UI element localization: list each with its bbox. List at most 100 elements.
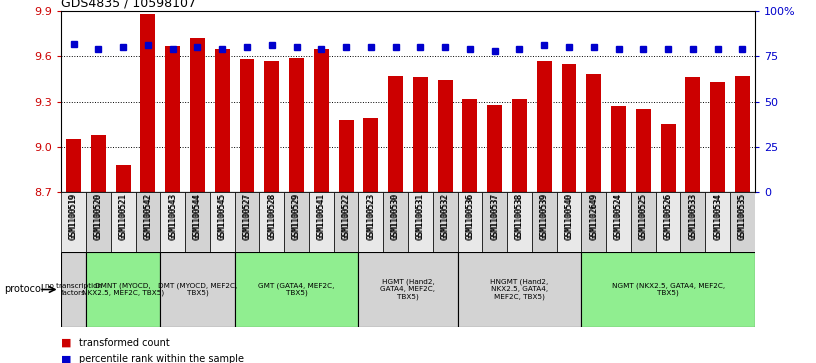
Text: HNGMT (Hand2,
NKX2.5, GATA4,
MEF2C, TBX5): HNGMT (Hand2, NKX2.5, GATA4, MEF2C, TBX5… (490, 279, 548, 300)
Bar (185, 192, 210, 252)
Text: GSM1100532: GSM1100532 (441, 194, 450, 240)
Text: GDS4835 / 10598107: GDS4835 / 10598107 (61, 0, 196, 10)
Text: GSM1100525: GSM1100525 (639, 192, 648, 238)
Text: HGMT (Hand2,
GATA4, MEF2C,
TBX5): HGMT (Hand2, GATA4, MEF2C, TBX5) (380, 279, 436, 300)
Text: GSM1100523: GSM1100523 (366, 194, 375, 240)
Bar (314, 49, 329, 192)
Text: GSM1100528: GSM1100528 (268, 192, 277, 238)
Text: GSM1100539: GSM1100539 (539, 194, 548, 240)
Text: GSM1100524: GSM1100524 (614, 194, 623, 240)
Bar (656, 192, 681, 252)
Text: GSM1100533: GSM1100533 (689, 194, 698, 240)
Text: GSM1100529: GSM1100529 (292, 192, 301, 238)
Bar (61, 192, 86, 252)
Bar (111, 192, 135, 252)
Bar (289, 58, 304, 192)
Text: ■: ■ (61, 354, 72, 363)
Bar (61, 252, 86, 327)
Text: GSM1100538: GSM1100538 (515, 194, 524, 240)
Text: GSM1100534: GSM1100534 (713, 194, 722, 240)
Bar (611, 106, 626, 192)
Bar (636, 109, 650, 192)
Bar (437, 81, 453, 192)
Text: GSM1100537: GSM1100537 (490, 194, 499, 240)
Text: no transcription
factors: no transcription factors (45, 283, 102, 296)
Bar (140, 14, 155, 192)
Bar (165, 46, 180, 192)
Text: GSM1100545: GSM1100545 (218, 194, 227, 240)
Text: GSM1100543: GSM1100543 (168, 194, 177, 240)
Bar (264, 61, 279, 192)
Bar (561, 64, 576, 192)
Bar (685, 77, 700, 192)
Bar (135, 192, 160, 252)
Bar (240, 59, 255, 192)
Bar (388, 76, 403, 192)
Text: GSM1100521: GSM1100521 (118, 192, 127, 238)
Text: GSM1100535: GSM1100535 (738, 194, 747, 240)
Bar (730, 192, 755, 252)
Text: GSM1100540: GSM1100540 (565, 192, 574, 238)
Bar (587, 74, 601, 192)
Bar (160, 192, 185, 252)
Text: GSM1100522: GSM1100522 (342, 194, 351, 240)
Bar (507, 192, 532, 252)
Bar (91, 135, 106, 192)
Bar (210, 192, 235, 252)
Bar (334, 192, 358, 252)
Text: GSM1100519: GSM1100519 (69, 192, 78, 238)
Text: GSM1100526: GSM1100526 (663, 192, 672, 238)
Text: GSM1102649: GSM1102649 (589, 194, 598, 240)
Text: GSM1100519: GSM1100519 (69, 194, 78, 240)
Text: GSM1100542: GSM1100542 (144, 194, 153, 240)
Text: GSM1100531: GSM1100531 (416, 194, 425, 240)
Bar (384, 192, 408, 252)
Bar (557, 192, 581, 252)
Bar (190, 38, 205, 192)
Text: GSM1100542: GSM1100542 (144, 192, 153, 238)
Bar (458, 252, 581, 327)
Bar (631, 192, 656, 252)
Bar (309, 192, 334, 252)
Text: GSM1100540: GSM1100540 (565, 194, 574, 240)
Text: GSM1100537: GSM1100537 (490, 192, 499, 238)
Text: protocol: protocol (4, 285, 44, 294)
Text: GSM1100544: GSM1100544 (193, 192, 202, 238)
Text: GSM1100534: GSM1100534 (713, 192, 722, 238)
Text: GSM1100539: GSM1100539 (539, 192, 548, 238)
Bar (661, 124, 676, 192)
Text: GSM1100522: GSM1100522 (342, 192, 351, 238)
Text: DMT (MYOCD, MEF2C,
TBX5): DMT (MYOCD, MEF2C, TBX5) (157, 282, 237, 297)
Bar (582, 192, 606, 252)
Bar (458, 192, 482, 252)
Bar (86, 192, 111, 252)
Text: GSM1100544: GSM1100544 (193, 194, 202, 240)
Text: ■: ■ (61, 338, 72, 348)
Text: GSM1100529: GSM1100529 (292, 194, 301, 240)
Bar (606, 192, 631, 252)
Text: GSM1100524: GSM1100524 (614, 192, 623, 238)
Bar (215, 49, 229, 192)
Bar (235, 192, 259, 252)
Text: GSM1100527: GSM1100527 (242, 194, 251, 240)
Text: GSM1100521: GSM1100521 (118, 194, 127, 240)
Text: GSM1100531: GSM1100531 (416, 192, 425, 238)
Bar (482, 192, 507, 252)
Bar (463, 99, 477, 192)
Text: DMNT (MYOCD,
NKX2.5, MEF2C, TBX5): DMNT (MYOCD, NKX2.5, MEF2C, TBX5) (82, 282, 164, 297)
Bar (363, 118, 379, 192)
Text: GSM1100545: GSM1100545 (218, 192, 227, 238)
Text: GSM1100526: GSM1100526 (663, 194, 672, 240)
Bar (235, 252, 358, 327)
Bar (339, 120, 353, 192)
Bar (735, 76, 750, 192)
Bar (582, 252, 755, 327)
Text: GSM1100543: GSM1100543 (168, 192, 177, 238)
Bar (284, 192, 309, 252)
Bar (537, 61, 552, 192)
Bar (487, 105, 502, 192)
Bar (259, 192, 284, 252)
Bar (681, 192, 705, 252)
Text: percentile rank within the sample: percentile rank within the sample (79, 354, 244, 363)
Bar (358, 192, 384, 252)
